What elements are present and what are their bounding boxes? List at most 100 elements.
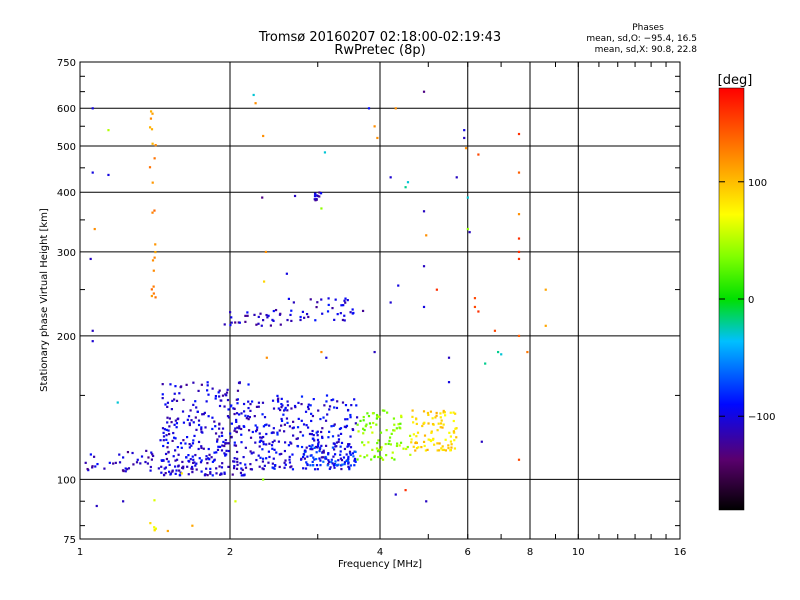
data-point xyxy=(261,467,264,470)
data-point xyxy=(213,420,216,423)
data-point xyxy=(236,402,239,405)
data-point xyxy=(188,446,191,449)
data-point xyxy=(425,234,428,237)
data-point xyxy=(193,461,196,464)
data-point xyxy=(262,319,265,322)
data-point xyxy=(254,430,258,433)
data-point xyxy=(383,409,386,412)
data-point xyxy=(354,460,357,463)
data-point xyxy=(211,427,214,431)
data-point xyxy=(162,459,165,462)
data-point xyxy=(260,436,263,439)
y-tick-label: 300 xyxy=(57,248,76,259)
data-point xyxy=(320,207,323,210)
data-point xyxy=(477,310,480,313)
data-point xyxy=(230,316,233,319)
data-point xyxy=(233,457,236,460)
data-point xyxy=(244,463,247,466)
y-axis-label: Stationary phase Virtual Height [km] xyxy=(39,208,50,392)
data-point xyxy=(172,436,176,439)
data-point xyxy=(363,444,366,447)
data-point xyxy=(309,404,312,407)
data-point xyxy=(411,409,414,412)
y-tick-label: 750 xyxy=(57,58,76,69)
data-point xyxy=(292,426,295,429)
data-point xyxy=(415,435,418,438)
x-tick-label: 10 xyxy=(572,547,585,558)
data-point xyxy=(249,450,252,453)
data-point xyxy=(254,102,257,105)
data-point xyxy=(341,463,344,466)
data-point xyxy=(281,404,284,407)
y-tick-label: 75 xyxy=(63,535,76,546)
data-point xyxy=(173,392,176,395)
data-point xyxy=(306,463,309,466)
data-point xyxy=(271,466,274,469)
data-point xyxy=(297,417,300,420)
data-point xyxy=(168,432,171,436)
data-point xyxy=(163,467,166,470)
data-point xyxy=(304,410,308,413)
data-point xyxy=(231,473,234,476)
data-point xyxy=(218,465,221,468)
data-point xyxy=(294,406,297,409)
data-point xyxy=(371,431,374,434)
data-point xyxy=(391,451,394,454)
data-point xyxy=(397,284,400,287)
data-point xyxy=(392,417,396,420)
data-point xyxy=(167,460,170,463)
data-point xyxy=(227,449,230,453)
data-point xyxy=(337,440,340,443)
data-point xyxy=(369,426,372,429)
data-point xyxy=(174,437,177,440)
data-point xyxy=(297,401,300,404)
data-point xyxy=(244,466,248,469)
data-point xyxy=(320,298,323,301)
data-point xyxy=(320,444,323,447)
data-point xyxy=(312,398,315,401)
data-point xyxy=(174,459,177,462)
data-point xyxy=(194,464,197,467)
data-point xyxy=(233,429,236,432)
data-point xyxy=(172,455,175,458)
data-point xyxy=(399,441,403,444)
data-point xyxy=(152,269,155,272)
data-point xyxy=(325,400,328,403)
data-point xyxy=(334,445,337,448)
data-point xyxy=(232,407,235,410)
data-point xyxy=(280,417,283,421)
data-point xyxy=(439,412,442,415)
data-point xyxy=(206,381,209,384)
data-point xyxy=(306,455,309,458)
data-point xyxy=(493,329,497,332)
data-point xyxy=(244,320,247,323)
data-point xyxy=(449,435,452,438)
data-point xyxy=(324,457,327,460)
data-point xyxy=(308,432,312,436)
data-point xyxy=(89,257,92,261)
data-point xyxy=(153,499,156,502)
data-point xyxy=(165,428,168,432)
data-point xyxy=(340,464,343,467)
data-point xyxy=(216,438,219,441)
data-point xyxy=(112,462,115,465)
data-point xyxy=(436,442,439,445)
data-point xyxy=(375,413,379,417)
data-point xyxy=(174,385,177,388)
data-point xyxy=(178,392,181,395)
data-point xyxy=(238,413,241,416)
data-point xyxy=(261,413,264,416)
data-point xyxy=(246,314,249,317)
data-point xyxy=(349,413,352,417)
data-point xyxy=(442,411,445,414)
data-point xyxy=(437,449,441,452)
data-point xyxy=(267,461,270,464)
data-point xyxy=(245,417,248,420)
data-point xyxy=(167,450,170,454)
data-point xyxy=(393,458,396,461)
data-point xyxy=(309,464,312,467)
data-point xyxy=(249,436,253,439)
data-point xyxy=(412,433,415,436)
data-point xyxy=(337,434,340,437)
